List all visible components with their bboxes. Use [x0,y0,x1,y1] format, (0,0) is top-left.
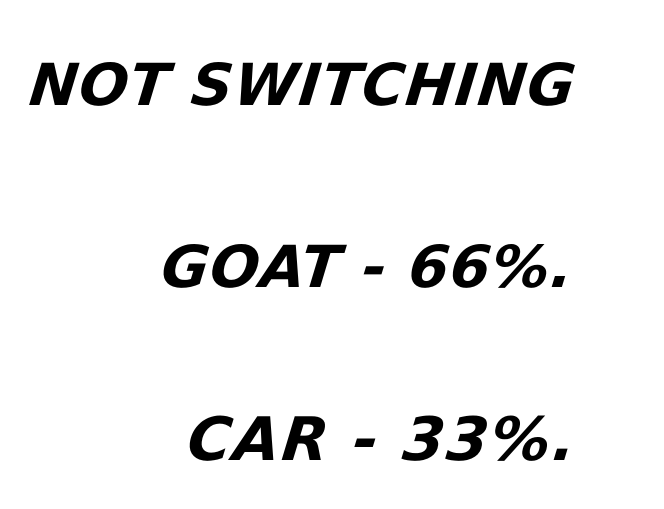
note-heading: Not Switching [26,51,580,119]
note-row-goat: Goat - 66%. [158,233,578,301]
note-row-car: Car - 33%. [184,405,582,475]
